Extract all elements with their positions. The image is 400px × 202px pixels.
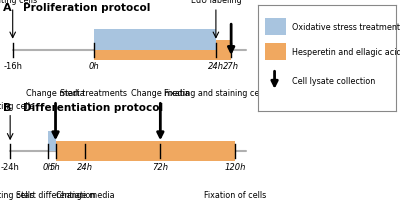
Text: 0h: 0h [89, 62, 99, 70]
Text: Proliferation protocol: Proliferation protocol [23, 3, 150, 13]
Bar [265, 19, 286, 36]
Text: A: A [2, 3, 11, 13]
Text: Oxidative stress treatment: Oxidative stress treatment [292, 23, 400, 32]
Text: Hesperetin and ellagic acid treatment: Hesperetin and ellagic acid treatment [292, 48, 400, 57]
Bar [56, 141, 236, 162]
Text: B: B [2, 102, 11, 112]
Text: Fixation of cells: Fixation of cells [204, 190, 266, 199]
Text: 5h: 5h [50, 163, 61, 171]
Text: 27h: 27h [223, 62, 239, 70]
Text: 24h: 24h [77, 163, 93, 171]
Bar [265, 44, 286, 61]
Bar [48, 131, 56, 152]
Text: Plating cells: Plating cells [0, 190, 34, 199]
Text: Change media: Change media [131, 89, 190, 98]
Bar [94, 30, 216, 50]
Text: Start differentiation: Start differentiation [16, 190, 95, 199]
Text: -16h: -16h [3, 62, 22, 70]
Text: 0h: 0h [42, 163, 53, 171]
Text: Change media: Change media [56, 190, 114, 199]
Text: Start treatments: Start treatments [60, 89, 128, 98]
Text: 24h: 24h [208, 62, 224, 70]
Text: EdU labeling: EdU labeling [190, 0, 241, 5]
Text: Change media: Change media [26, 89, 85, 98]
Text: Differentiation protocol: Differentiation protocol [23, 102, 163, 112]
Text: -24h: -24h [1, 163, 20, 171]
Text: 72h: 72h [152, 163, 168, 171]
Text: Cell lysate collection: Cell lysate collection [292, 76, 376, 85]
Text: Fixating and staining cells: Fixating and staining cells [164, 89, 268, 98]
Bar [94, 40, 231, 61]
Text: Plating cells: Plating cells [0, 101, 34, 110]
Text: 120h: 120h [225, 163, 246, 171]
Text: Plating cells: Plating cells [0, 0, 37, 5]
